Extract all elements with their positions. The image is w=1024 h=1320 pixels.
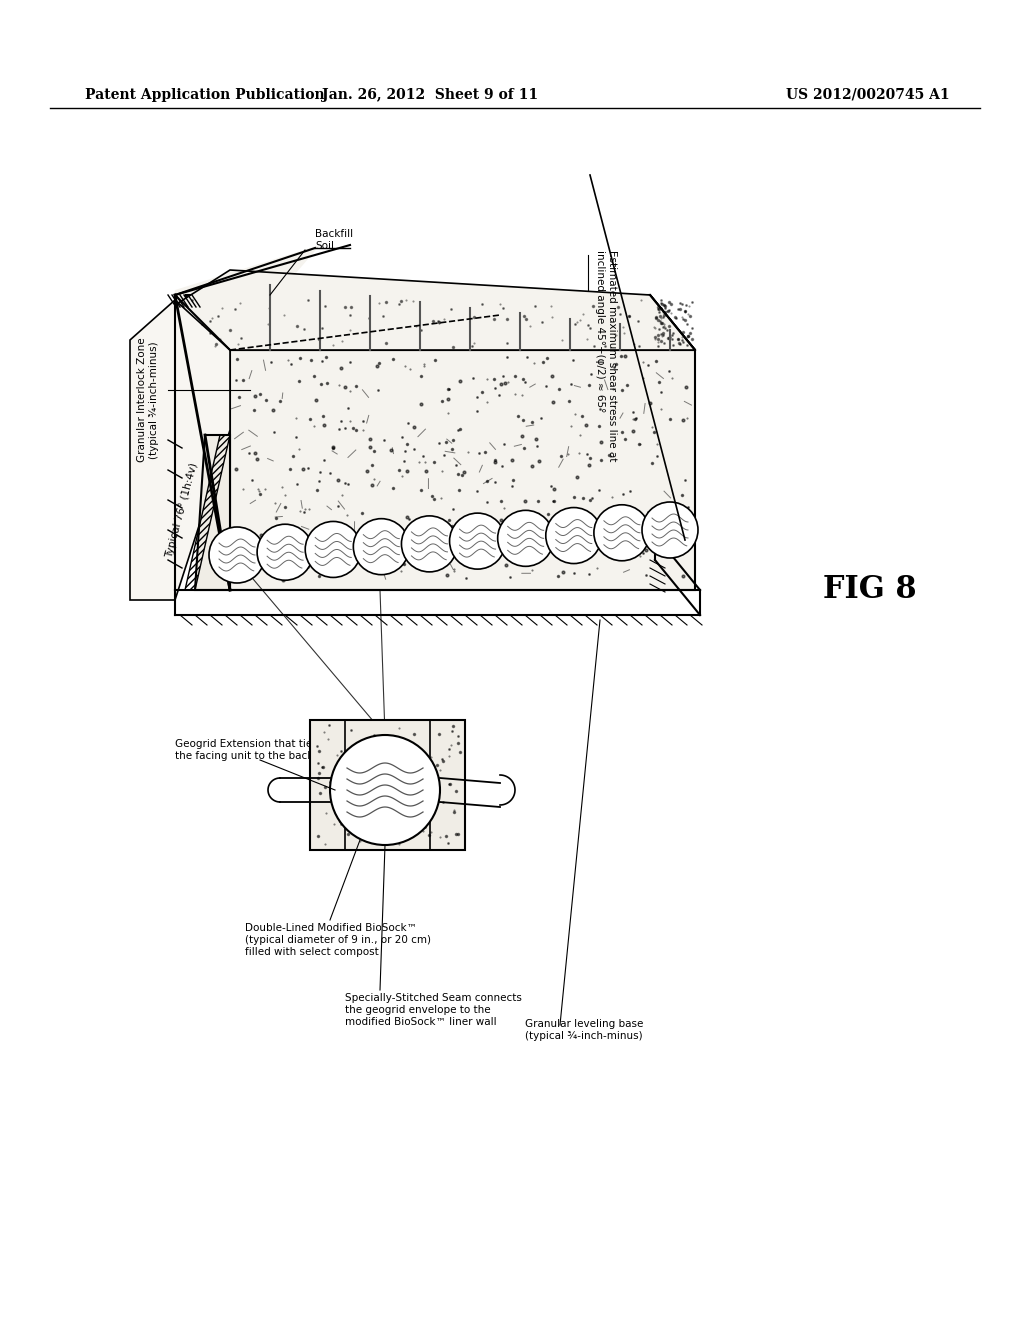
Text: Double-Lined Modified BioSock™
(typical diameter of 9 in., or 20 cm)
filled with: Double-Lined Modified BioSock™ (typical … (245, 924, 431, 957)
Polygon shape (230, 350, 695, 590)
Polygon shape (310, 719, 465, 850)
Text: Granular leveling base
(typical ¾-inch-minus): Granular leveling base (typical ¾-inch-m… (525, 1019, 643, 1040)
Text: Backfill
Soil: Backfill Soil (315, 230, 353, 251)
Polygon shape (175, 271, 695, 350)
Text: Geogrid Extension that ties
the facing unit to the backfill: Geogrid Extension that ties the facing u… (175, 739, 326, 760)
Text: Patent Application Publication: Patent Application Publication (85, 88, 325, 102)
Text: US 2012/0020745 A1: US 2012/0020745 A1 (786, 88, 950, 102)
Text: Specially-Stitched Seam connects
the geogrid envelope to the
modified BioSock™ l: Specially-Stitched Seam connects the geo… (345, 994, 522, 1027)
Polygon shape (165, 246, 319, 590)
Circle shape (330, 735, 440, 845)
Circle shape (498, 511, 554, 566)
Polygon shape (130, 300, 230, 601)
Circle shape (401, 516, 458, 572)
Text: Typical 76° (1h:4v): Typical 76° (1h:4v) (165, 461, 200, 558)
Circle shape (546, 508, 602, 564)
Circle shape (594, 504, 650, 561)
Circle shape (353, 519, 410, 574)
Text: Estimated maximum shear stress line at
inclined angle 45°+(φ/2) ≈ 65°: Estimated maximum shear stress line at i… (595, 249, 616, 462)
Polygon shape (650, 294, 695, 350)
Circle shape (257, 524, 313, 581)
Text: Jan. 26, 2012  Sheet 9 of 11: Jan. 26, 2012 Sheet 9 of 11 (322, 88, 538, 102)
Circle shape (305, 521, 361, 577)
Circle shape (450, 513, 506, 569)
Circle shape (642, 502, 698, 558)
Polygon shape (195, 436, 230, 590)
Polygon shape (185, 294, 695, 350)
Text: FIG 8: FIG 8 (823, 574, 916, 606)
Circle shape (209, 527, 265, 583)
Text: Granular Interlock Zone
(typical ¾-inch-minus): Granular Interlock Zone (typical ¾-inch-… (137, 338, 159, 462)
